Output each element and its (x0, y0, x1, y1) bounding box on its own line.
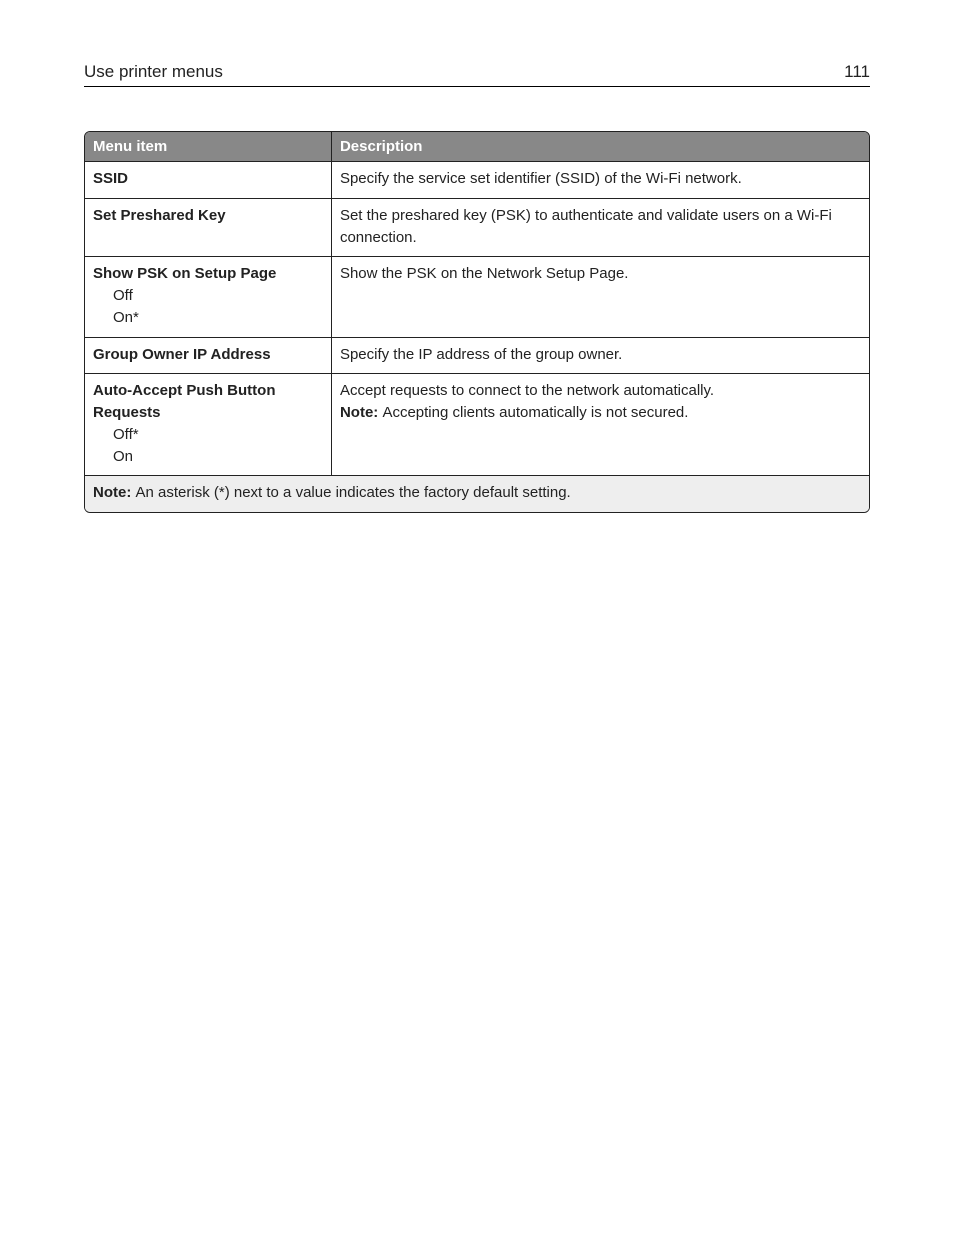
menu-item-option: Off (93, 285, 323, 307)
description-text: Show the PSK on the Network Setup Page. (340, 263, 861, 285)
menu-item-title: Auto‑Accept Push Button Requests (93, 382, 275, 421)
description-text: Specify the IP address of the group owne… (340, 344, 861, 366)
note-label: Note: (340, 404, 383, 421)
menu-item-option: Off* (93, 424, 323, 446)
description-cell: Show the PSK on the Network Setup Page. (332, 257, 869, 337)
menu-item-cell: Set Preshared Key (85, 199, 332, 258)
description-text: Accept requests to connect to the networ… (340, 380, 861, 402)
note-text: Accepting clients automatically is not s… (382, 404, 688, 421)
menu-table: Menu item Description SSID Specify the se… (84, 131, 870, 513)
menu-item-cell: SSID (85, 162, 332, 199)
header-title: Use printer menus (84, 62, 223, 82)
description-note: Note: Accepting clients automatically is… (340, 402, 861, 424)
table-row: SSID Specify the service set identifier (… (85, 162, 869, 199)
column-header-menu-item: Menu item (85, 132, 332, 162)
table-row: Set Preshared Key Set the preshared key (… (85, 199, 869, 258)
menu-item-cell: Auto‑Accept Push Button Requests Off*On (85, 374, 332, 476)
note-text: An asterisk (*) next to a value indicate… (136, 484, 571, 501)
table-body: SSID Specify the service set identifier (… (85, 162, 869, 512)
description-text: Set the preshared key (PSK) to authentic… (340, 205, 861, 249)
footer-cell: Note: An asterisk (*) next to a value in… (85, 476, 869, 512)
note-label: Note: (93, 484, 136, 501)
page-header: Use printer menus 111 (84, 62, 870, 87)
description-text: Specify the service set identifier (SSID… (340, 168, 861, 190)
description-cell: Specify the service set identifier (SSID… (332, 162, 869, 199)
table-footer-row: Note: An asterisk (*) next to a value in… (85, 476, 869, 512)
column-header-description: Description (332, 132, 869, 162)
menu-item-title: Group Owner IP Address (93, 346, 271, 363)
menu-item-option: On* (93, 307, 323, 329)
menu-item-title: Show PSK on Setup Page (93, 265, 276, 282)
page-number: 111 (844, 62, 870, 82)
menu-item-title: SSID (93, 170, 128, 187)
menu-item-option: On (93, 446, 323, 468)
menu-item-title: Set Preshared Key (93, 207, 226, 224)
table-row: Group Owner IP Address Specify the IP add… (85, 338, 869, 375)
table-row: Auto‑Accept Push Button Requests Off*On Ac… (85, 374, 869, 476)
table-header-row: Menu item Description (85, 132, 869, 162)
menu-item-cell: Group Owner IP Address (85, 338, 332, 375)
menu-item-cell: Show PSK on Setup Page OffOn* (85, 257, 332, 337)
description-cell: Specify the IP address of the group owne… (332, 338, 869, 375)
table-row: Show PSK on Setup Page OffOn* Show the PSK… (85, 257, 869, 337)
description-cell: Set the preshared key (PSK) to authentic… (332, 199, 869, 258)
document-page: Use printer menus 111 Menu item Descript… (0, 0, 954, 513)
description-cell: Accept requests to connect to the networ… (332, 374, 869, 476)
